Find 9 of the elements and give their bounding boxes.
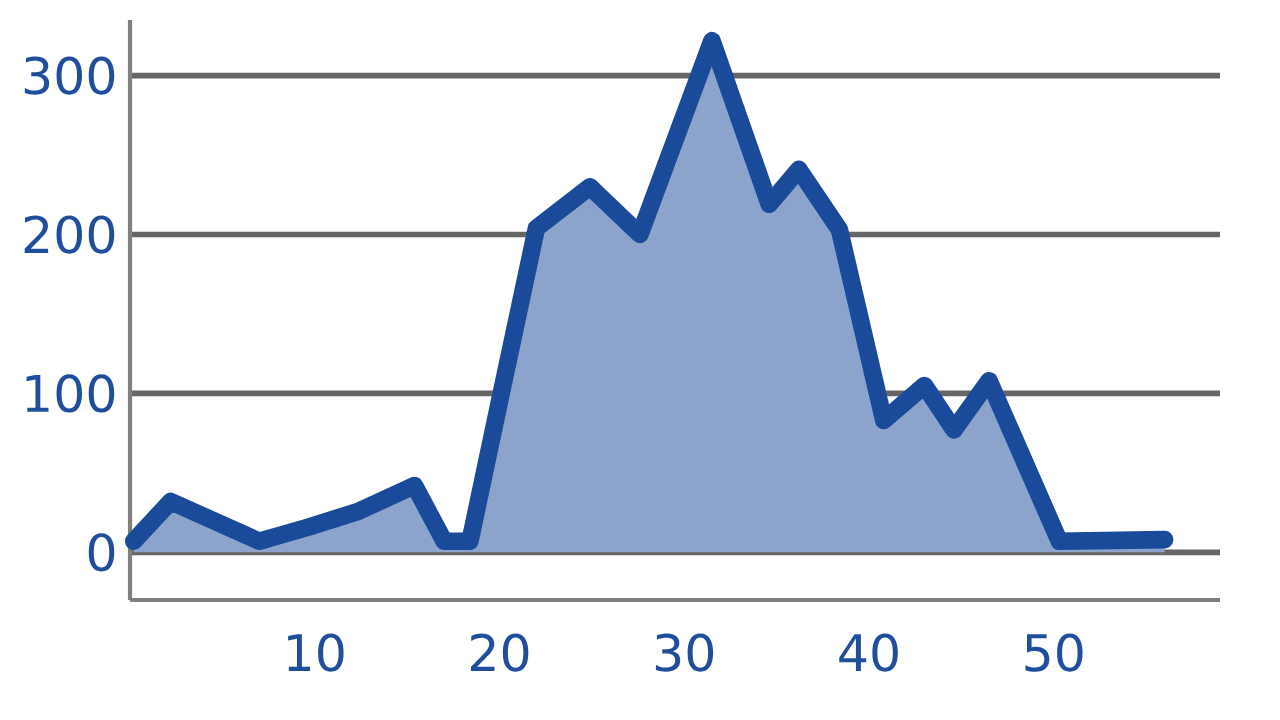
y-tick-label: 0: [88, 533, 115, 572]
x-tick-label: 40: [839, 633, 898, 672]
y-tick-label: 100: [26, 374, 115, 413]
y-tick-label: 300: [24, 56, 115, 95]
x-tick-label: 20: [471, 633, 529, 672]
y-tick-label: 200: [24, 215, 115, 254]
x-tick-label: 30: [655, 633, 714, 672]
x-tick-label: 50: [1025, 633, 1083, 672]
x-tick-label: 10: [288, 633, 344, 672]
